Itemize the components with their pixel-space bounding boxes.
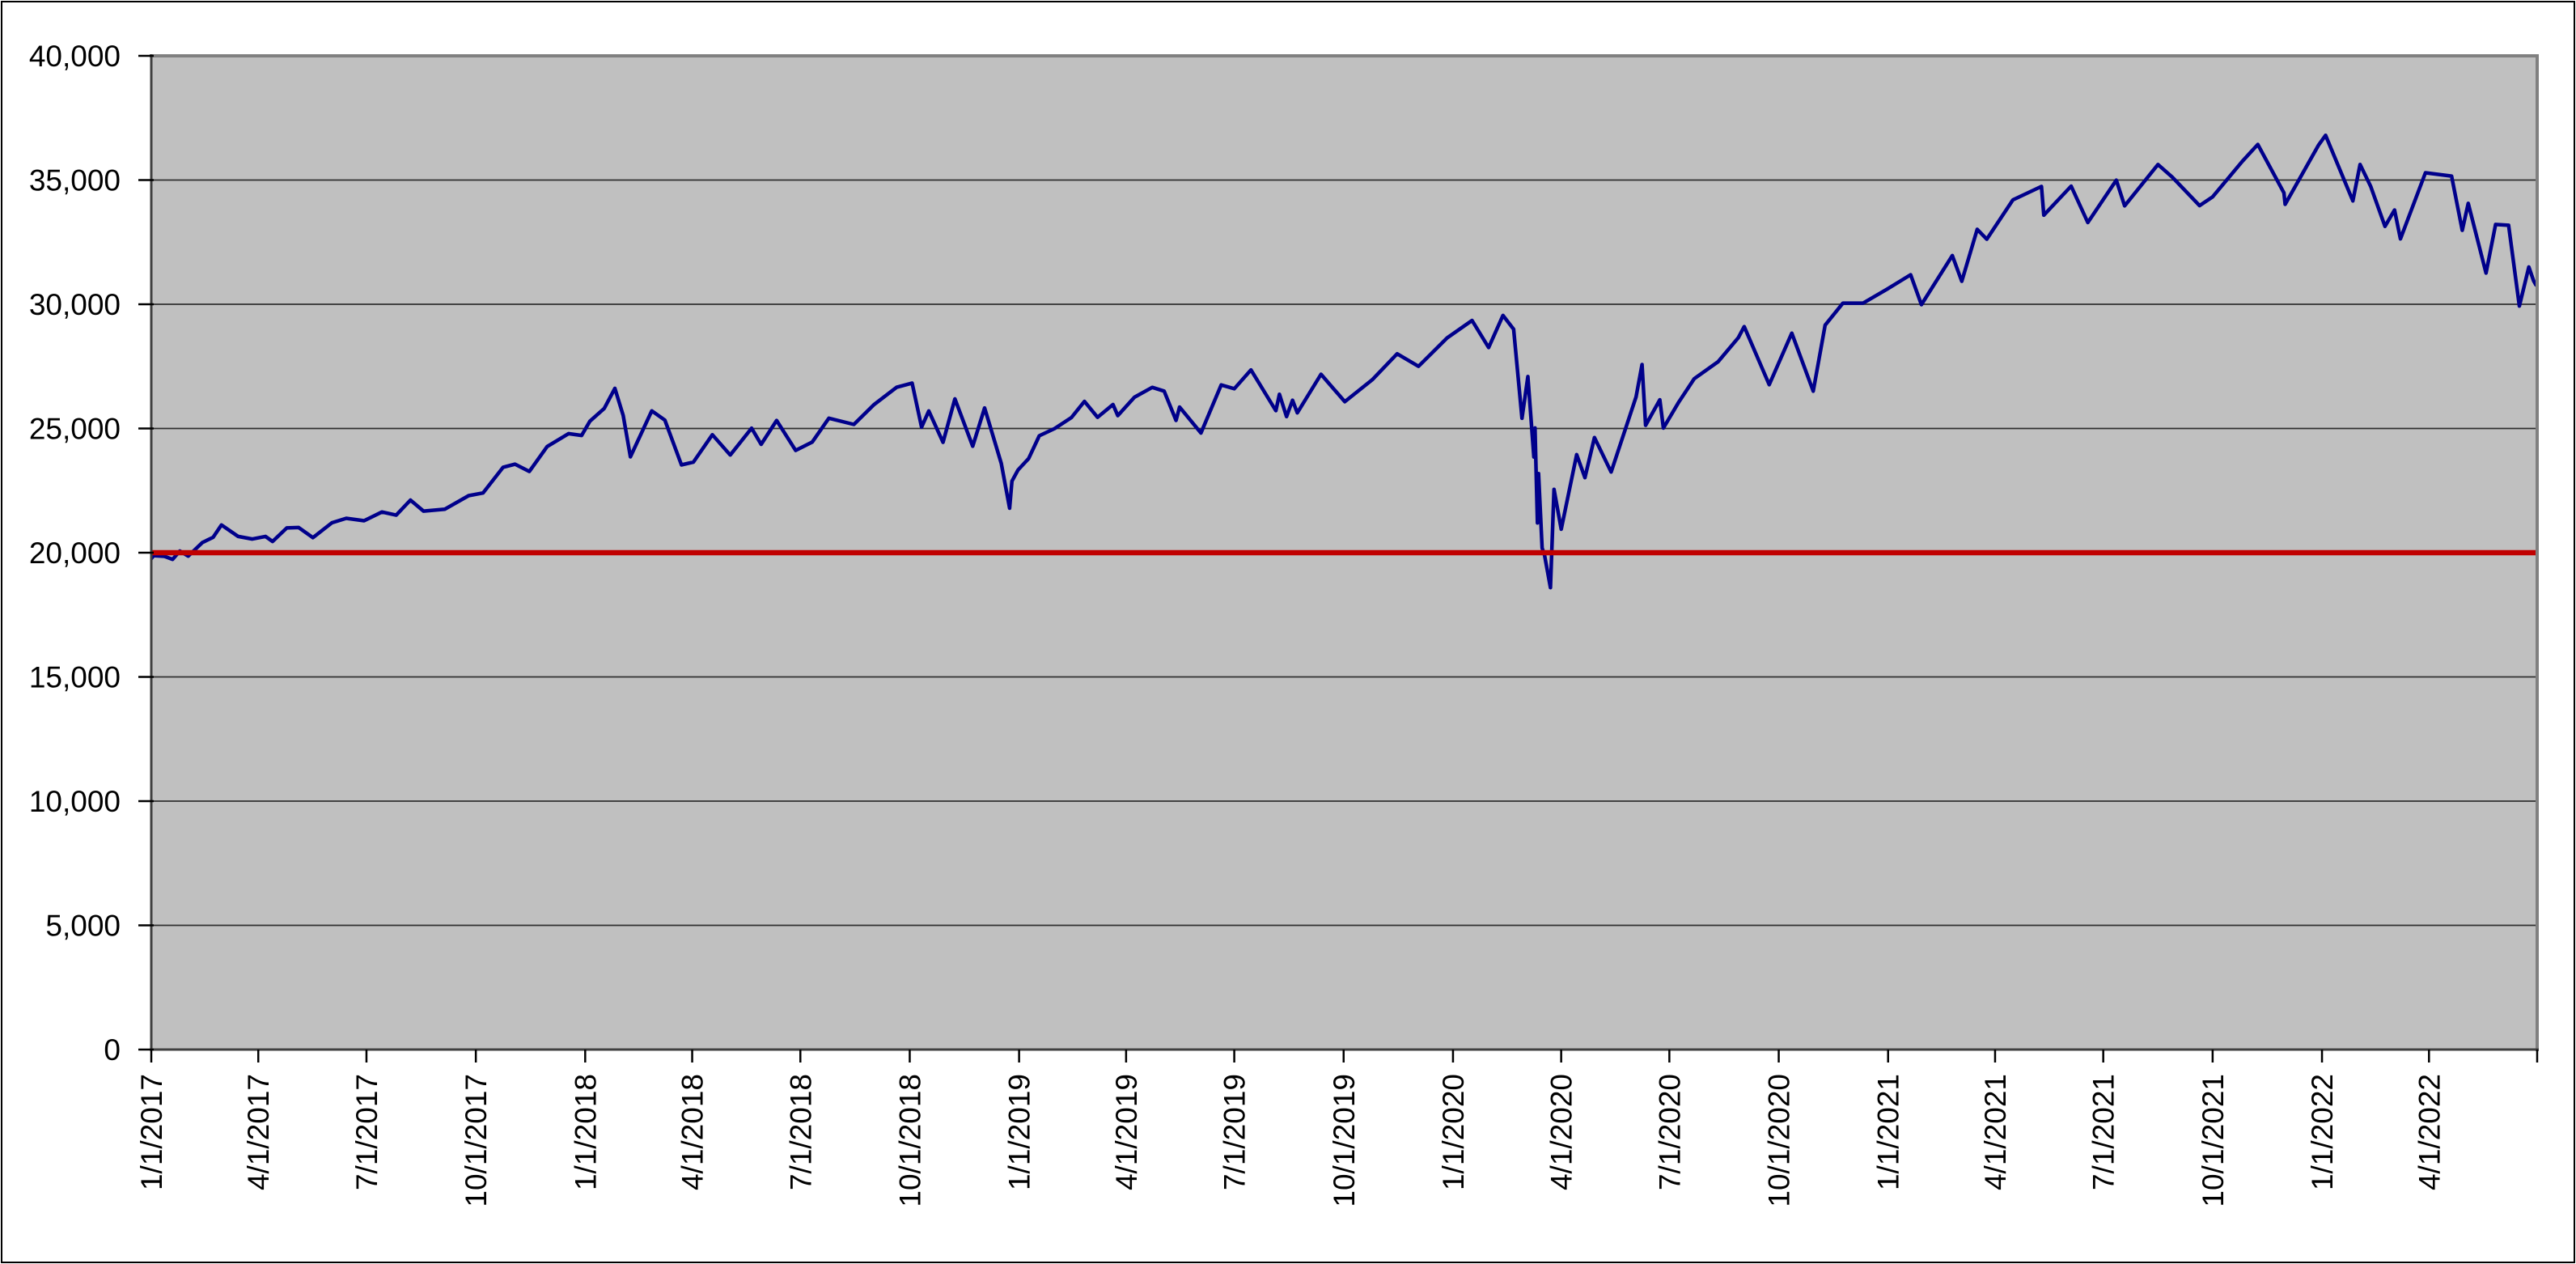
x-axis-label-4-1-2017: 4/1/2017 (242, 1074, 275, 1190)
x-axis-label-7-1-2017: 7/1/2017 (350, 1074, 383, 1190)
y-axis-label-30000: 30,000 (29, 288, 121, 321)
x-axis-label-4-1-2021: 4/1/2021 (1979, 1074, 2012, 1190)
x-axis-label-4-1-2020: 4/1/2020 (1545, 1074, 1578, 1190)
x-axis-label-10-1-2020: 10/1/2020 (1763, 1074, 1796, 1207)
x-axis-label-1-1-2017: 1/1/2017 (135, 1074, 168, 1190)
x-axis-label-10-1-2021: 10/1/2021 (2197, 1074, 2230, 1207)
y-axis-label-20000: 20,000 (29, 537, 121, 570)
x-axis-label-1-1-2022: 1/1/2022 (2306, 1074, 2339, 1190)
x-axis-label-1-1-2018: 1/1/2018 (569, 1074, 602, 1190)
x-axis-label-10-1-2019: 10/1/2019 (1328, 1074, 1361, 1207)
y-axis-label-25000: 25,000 (29, 413, 121, 446)
x-axis-label-1-1-2021: 1/1/2021 (1872, 1074, 1905, 1190)
x-axis-label-4-1-2022: 4/1/2022 (2413, 1074, 2446, 1190)
x-axis-label-7-1-2018: 7/1/2018 (784, 1074, 817, 1190)
x-axis-label-1-1-2020: 1/1/2020 (1437, 1074, 1470, 1190)
djia-daily-close-series (151, 133, 2537, 590)
x-axis-label-1-1-2019: 1/1/2019 (1003, 1074, 1036, 1190)
x-axis-label-7-1-2019: 7/1/2019 (1218, 1074, 1252, 1190)
y-axis-label-15000: 15,000 (29, 661, 121, 694)
x-axis-label-10-1-2018: 10/1/2018 (893, 1074, 926, 1207)
x-axis-label-10-1-2017: 10/1/2017 (460, 1074, 493, 1207)
x-axis-label-4-1-2019: 4/1/2019 (1110, 1074, 1143, 1190)
x-axis-label-4-1-2018: 4/1/2018 (676, 1074, 710, 1190)
y-axis-label-35000: 35,000 (29, 164, 121, 197)
y-axis-label-40000: 40,000 (29, 40, 121, 73)
x-axis-label-7-1-2021: 7/1/2021 (2087, 1074, 2121, 1190)
y-axis-label-0: 0 (104, 1033, 121, 1067)
y-axis-label-5000: 5,000 (45, 910, 121, 943)
y-axis-label-10000: 10,000 (29, 785, 121, 818)
x-axis-label-7-1-2020: 7/1/2020 (1653, 1074, 1686, 1190)
